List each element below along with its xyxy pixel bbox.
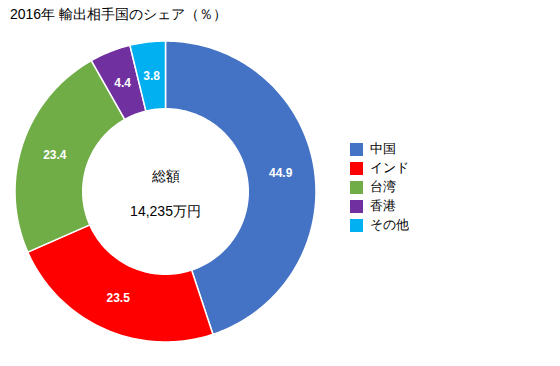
html-text:台湾: 台湾 [369,179,396,195]
svg-text:3.8: 3.8 [143,69,160,83]
svg-text:総額: 総額 [151,168,180,184]
svg-text:4.4: 4.4 [114,76,131,90]
svg-text:44.9: 44.9 [269,166,293,180]
svg-text:14,235万円: 14,235万円 [130,203,201,219]
html-text:2016年 輸出相手国のシェア（％）: 2016年 輸出相手国のシェア（％） [10,6,227,22]
html-text:中国: 中国 [369,141,396,157]
html-text:香港: 香港 [369,198,396,214]
svg-text:23.5: 23.5 [106,291,130,305]
svg-text:23.4: 23.4 [43,148,67,162]
html-text:インド: インド [369,160,409,176]
html-text:その他: その他 [369,217,409,233]
